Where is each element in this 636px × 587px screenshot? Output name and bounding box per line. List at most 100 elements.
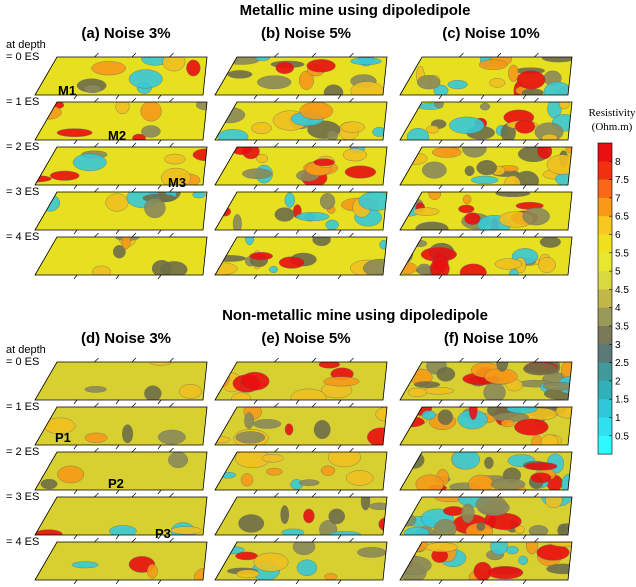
colorbar-swatch [598,216,612,235]
colorbar-label: 8 [615,157,621,168]
tick [438,229,443,235]
colorbar-title: Resistivity [588,107,636,119]
tick [438,444,443,450]
tick [496,357,502,363]
colorbar-swatch [598,326,612,345]
contour-blob [162,57,186,72]
tick [438,579,443,585]
panel [35,57,207,95]
tick [157,229,162,235]
tick [73,229,78,235]
tick [459,232,464,238]
contour-blob [514,418,549,436]
tick [94,402,99,408]
contour-blob [514,525,525,534]
tick [480,444,485,450]
tick [522,399,527,405]
contour-blob [56,128,93,137]
tick [349,52,354,58]
marker-label: M2 [108,128,126,143]
contour-blob [400,555,432,575]
tick [496,52,502,58]
panel-title: (f) Noise 10% [444,330,538,347]
contour-blob [369,502,387,511]
contour-blob [281,528,305,535]
colorbar-swatch [598,179,612,199]
tick [157,139,162,145]
section-title: Metallic mine using dipoledipole [240,2,471,19]
contour-blob [92,265,111,275]
tick [311,357,317,363]
contour-blob [35,529,63,535]
contour-blob [433,519,457,535]
panel [215,237,387,275]
panel [215,497,387,535]
contour-blob [236,569,260,579]
colorbar-label: 3.5 [615,322,629,333]
tick [253,139,258,145]
panel-outline [34,451,208,491]
contour-blob [350,81,384,95]
tick [496,447,502,453]
contour-blob [215,106,246,124]
tick [522,489,527,495]
tick [311,97,317,103]
tick [337,489,342,495]
tick [169,492,174,498]
contour-blob [164,153,186,165]
contour-blob [170,526,203,535]
panel [215,192,387,230]
tick [169,142,174,148]
tick [115,184,120,190]
colorbar-swatch [598,417,612,437]
contour-blob [84,432,108,443]
panel-outline [34,496,208,536]
contour-blob [35,175,52,183]
tick [131,537,137,543]
contour-blob [549,542,572,548]
contour-blob [251,122,272,135]
contour-blob [121,237,131,250]
tick [253,94,258,100]
tick [337,399,342,405]
panel-outline [34,146,208,186]
contour-blob [401,152,428,165]
tick [522,534,527,540]
colorbar-label: 7 [615,193,621,204]
contour-blob [231,392,252,400]
tick [496,187,502,193]
tick [115,489,120,495]
contour-blob [516,70,546,90]
tick [496,492,502,498]
contour-blob [476,522,486,531]
tick [131,97,137,103]
tick [274,232,279,238]
contour-blob [413,381,441,388]
panel [35,147,207,185]
tick [534,187,539,193]
tick [131,402,137,408]
panel-outline [214,191,388,231]
tick [94,187,99,193]
panel [400,497,572,535]
contour-blob [115,102,130,115]
contour-blob [342,148,367,162]
tick [311,537,317,543]
contour-blob [284,423,294,436]
tick [311,402,317,408]
tick [311,447,317,453]
contour-blob [459,263,487,275]
tick [253,444,258,450]
contour-blob [401,542,429,553]
tick [459,97,464,103]
contour-blob [40,194,60,212]
contour-blob [328,531,361,535]
tick [295,94,300,100]
contour-blob [541,133,558,140]
contour-blob [40,478,58,490]
tick [157,444,162,450]
contour-blob [323,84,344,95]
colorbar-label: 6 [615,230,621,241]
contour-blob [363,258,387,275]
contour-blob [219,206,231,217]
